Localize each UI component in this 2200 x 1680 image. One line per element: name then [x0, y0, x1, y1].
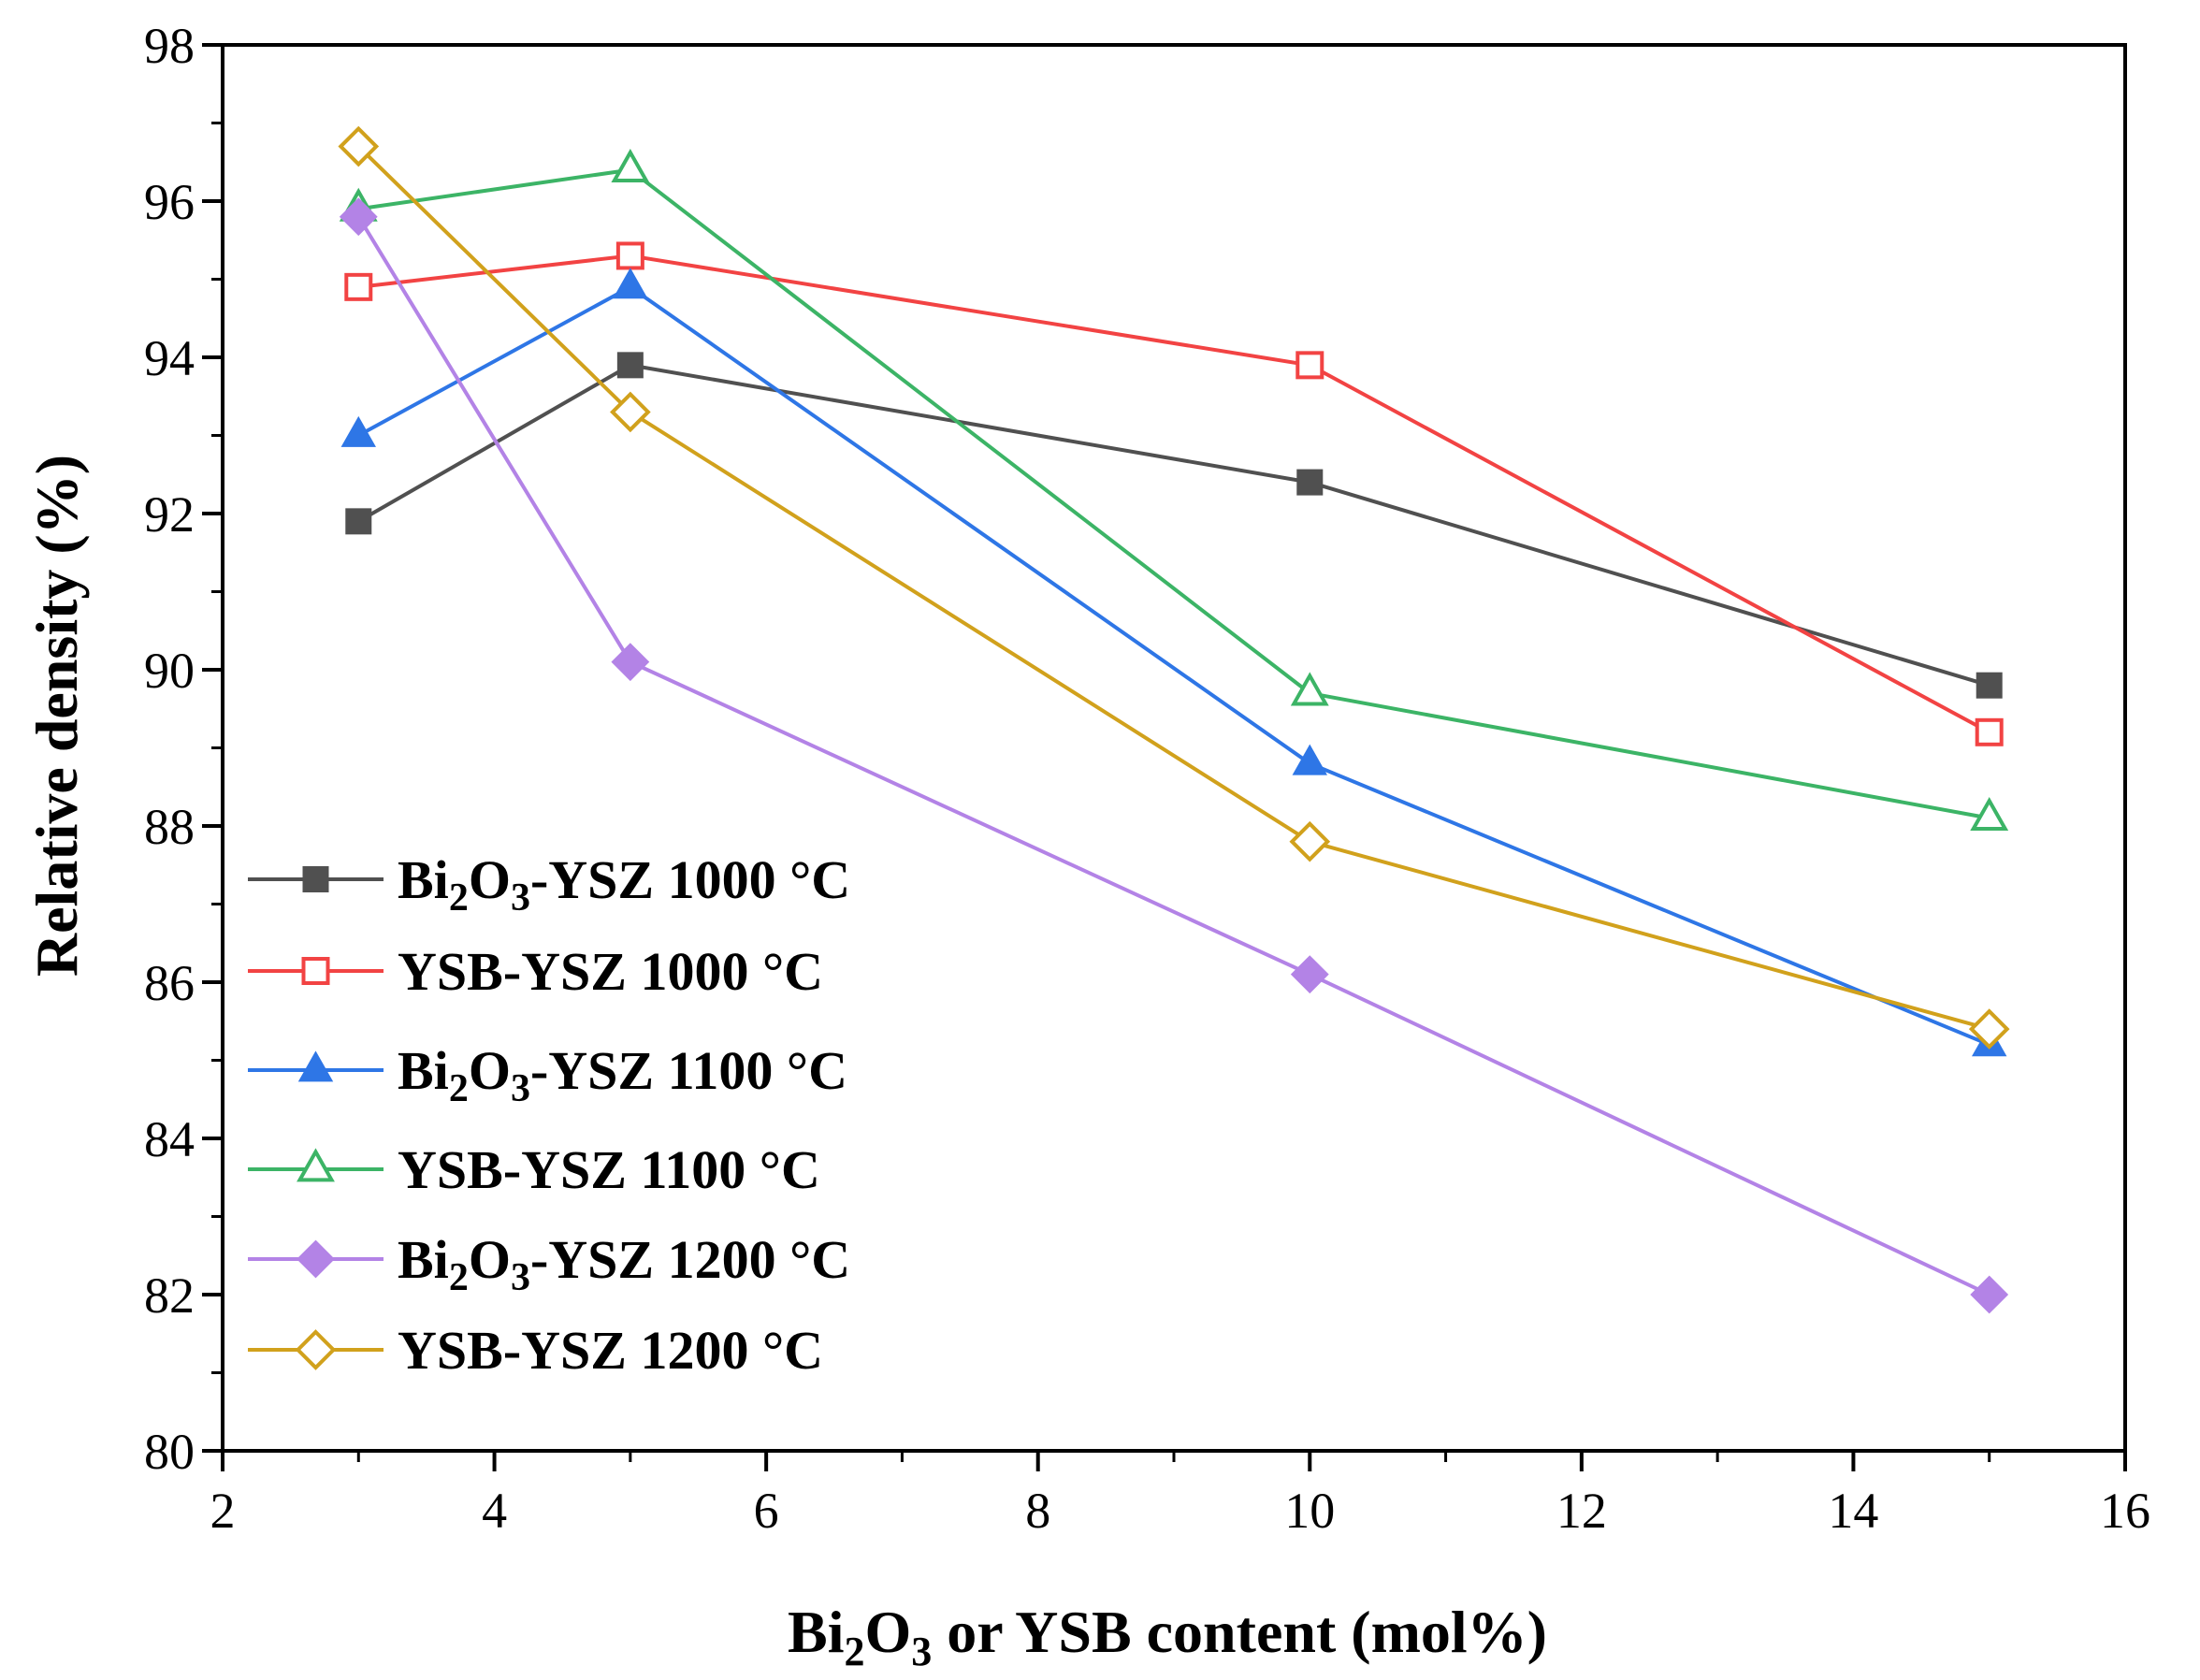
- data-point-s3-1: [340, 415, 377, 447]
- data-point-s6-2: [610, 391, 651, 433]
- y-tick-label-5: 88: [144, 799, 195, 855]
- x-tick-label-1: 2: [210, 1483, 236, 1539]
- legend-label-3: Bi2O3-YSZ 1100 °C: [398, 1040, 847, 1110]
- data-point-s2-3: [1295, 351, 1324, 380]
- y-tick-label-1: 80: [144, 1424, 195, 1480]
- legend-label-1: Bi2O3-YSZ 1000 °C: [398, 849, 850, 920]
- data-point-s1-1: [345, 508, 372, 535]
- legend: Bi2O3-YSZ 1000 °C YSB-YSZ 1000 °C Bi2O3-YS…: [248, 849, 850, 1381]
- y-tick-label-6: 90: [144, 643, 195, 699]
- series-6: [338, 125, 2010, 1050]
- data-point-s6-4: [1968, 1008, 2010, 1050]
- x-tick-label-7: 14: [1828, 1483, 1878, 1539]
- series-line-6: [356, 145, 1990, 1032]
- data-point-s3-2: [613, 268, 648, 299]
- data-point-s6-3: [1289, 820, 1331, 862]
- x-axis-title: Bi2O3 or YSB content (mol%): [788, 1599, 1547, 1674]
- data-point-s5-2: [611, 643, 650, 682]
- data-point-s6-1: [338, 125, 380, 167]
- y-axis-title: Relative density (%): [23, 455, 90, 977]
- data-point-s2-1: [344, 272, 373, 301]
- series-layer: [338, 125, 2010, 1314]
- legend-item-6: YSB-YSZ 1200 °C: [248, 1320, 823, 1381]
- series-line-3: [357, 284, 1990, 1047]
- legend-marker-6: [295, 1329, 337, 1370]
- legend-item-4: YSB-YSZ 1100 °C: [248, 1139, 820, 1200]
- data-point-s5-4: [1970, 1275, 2009, 1314]
- series-line-1: [357, 363, 1990, 688]
- series-1: [345, 352, 2003, 699]
- y-tick-label-3: 84: [144, 1111, 195, 1167]
- data-point-s4-2: [611, 148, 650, 182]
- legend-label-2: YSB-YSZ 1000 °C: [398, 941, 823, 1002]
- y-tick-label-7: 92: [144, 486, 195, 543]
- legend-label-6: YSB-YSZ 1200 °C: [398, 1320, 823, 1381]
- legend-item-3: Bi2O3-YSZ 1100 °C: [248, 1040, 847, 1110]
- legend-item-1: Bi2O3-YSZ 1000 °C: [248, 849, 850, 920]
- legend-marker-3: [297, 1050, 334, 1082]
- series-line-2: [358, 253, 1990, 734]
- legend-label-5: Bi2O3-YSZ 1200 °C: [398, 1229, 850, 1299]
- axes-layer: 2 4 6 8 10 12 14 16 80 82 84 86 88 90 92 94 96 98: [144, 18, 2150, 1539]
- data-point-s2-4: [1975, 717, 2004, 746]
- x-tick-label-5: 10: [1284, 1483, 1335, 1539]
- data-point-s5-1: [339, 197, 378, 237]
- series-2: [344, 241, 2004, 746]
- x-tick-label-2: 4: [482, 1483, 507, 1539]
- data-point-s2-2: [615, 241, 644, 270]
- legend-marker-2: [301, 957, 330, 985]
- y-tick-label-9: 96: [144, 174, 195, 230]
- data-point-s1-3: [1296, 469, 1324, 496]
- legend-marker-4: [297, 1148, 335, 1182]
- y-tick-label-2: 82: [144, 1267, 195, 1324]
- y-tick-label-10: 98: [144, 18, 195, 74]
- x-tick-label-4: 8: [1025, 1483, 1050, 1539]
- data-point-s4-4: [1970, 796, 2009, 832]
- data-point-s1-2: [616, 352, 644, 379]
- legend-marker-5: [297, 1239, 335, 1279]
- data-point-s4-3: [1290, 672, 1329, 706]
- data-point-s3-3: [1292, 744, 1328, 775]
- legend-label-4: YSB-YSZ 1100 °C: [398, 1139, 820, 1200]
- data-point-s1-4: [1976, 672, 2003, 699]
- y-tick-label-4: 86: [144, 955, 195, 1011]
- series-line-4: [358, 167, 1990, 820]
- y-tick-label-8: 94: [144, 330, 195, 386]
- data-point-s5-3: [1290, 955, 1329, 994]
- x-tick-label-3: 6: [754, 1483, 779, 1539]
- legend-item-5: Bi2O3-YSZ 1200 °C: [248, 1229, 850, 1299]
- x-tick-label-8: 16: [2100, 1483, 2150, 1539]
- x-tick-label-6: 12: [1556, 1483, 1607, 1539]
- series-line-5: [356, 215, 1990, 1296]
- legend-item-2: YSB-YSZ 1000 °C: [248, 941, 823, 1002]
- legend-marker-1: [302, 866, 329, 892]
- series-5: [339, 197, 2009, 1314]
